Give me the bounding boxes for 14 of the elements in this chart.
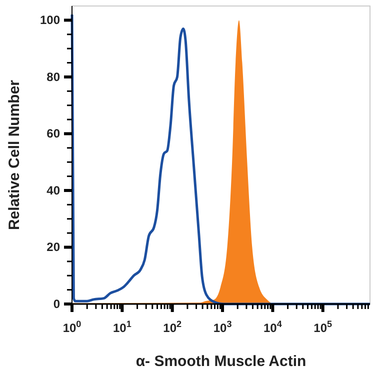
x-tick-label: 10$^{2}$ — [163, 319, 182, 335]
y-axis-title: Relative Cell Number — [6, 80, 23, 230]
x-axis-title: α- Smooth Muscle Actin — [136, 353, 306, 370]
y-tick-label: 0 — [53, 297, 60, 311]
y-tick-label: 60 — [46, 126, 60, 141]
y-tick-label: 100 — [40, 13, 60, 28]
y-tick-label: 80 — [46, 70, 60, 84]
x-tick-label: 10$^{5}$ — [314, 319, 332, 335]
x-tick-label: 10$^{0}$ — [62, 319, 82, 335]
x-tick-label: 10$^{3}$ — [213, 319, 232, 335]
x-tick-label: 10$^{4}$ — [264, 319, 282, 335]
y-tick-label: 20 — [46, 240, 60, 254]
y-tick-label: 40 — [46, 183, 60, 198]
x-tick-label: 10$^{1}$ — [112, 319, 132, 335]
